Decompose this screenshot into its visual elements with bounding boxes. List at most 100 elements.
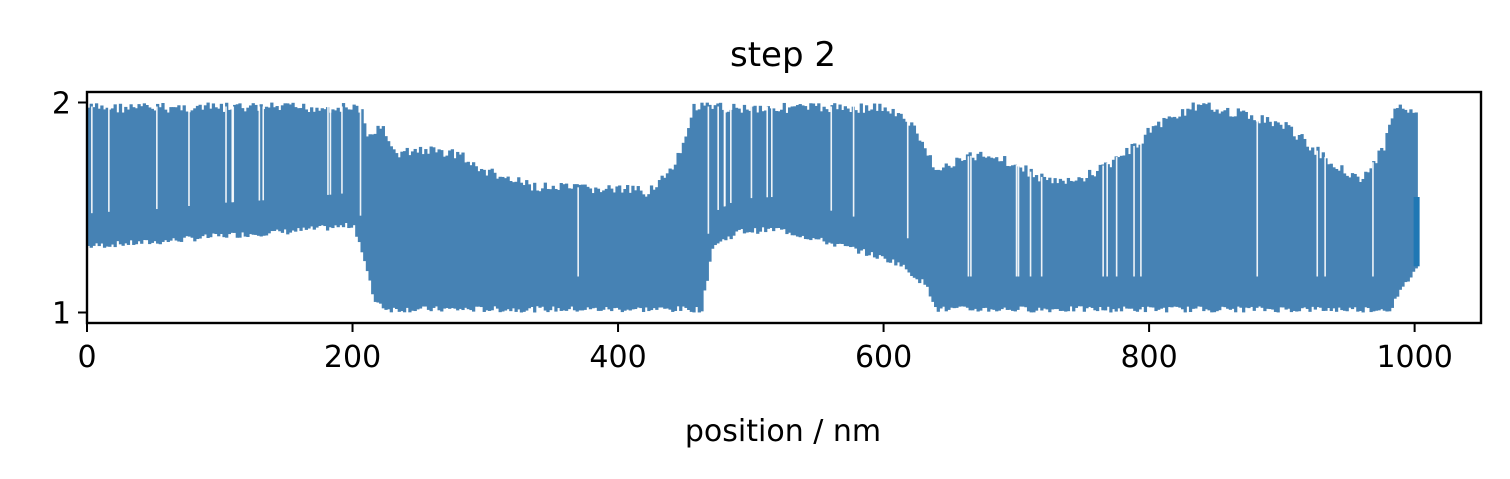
range-bar [296, 108, 301, 229]
range-bar [880, 110, 885, 257]
range-bar [1350, 173, 1355, 310]
range-bar [195, 105, 200, 240]
range-bar [347, 109, 351, 229]
range-bar [957, 158, 962, 307]
range-bar [363, 123, 367, 262]
range-bar [960, 160, 964, 307]
range-bar [302, 103, 306, 228]
range-bar [647, 194, 651, 312]
range-bar [280, 105, 285, 233]
range-bar [1247, 118, 1251, 309]
bar-gap [1140, 138, 1142, 277]
range-bar [336, 107, 340, 228]
range-bar [780, 109, 784, 230]
range-bar [379, 128, 383, 304]
range-bar [663, 177, 667, 309]
bar-gap [1029, 171, 1032, 277]
y-tick-label: 1 [52, 297, 71, 332]
highlight-bar [1413, 197, 1420, 267]
range-bar [1109, 167, 1113, 313]
range-bar [790, 106, 794, 236]
range-bar [854, 110, 858, 249]
range-bar [426, 153, 431, 310]
range-bar [1358, 182, 1363, 311]
range-bar [140, 106, 144, 244]
range-bar [158, 107, 162, 245]
range-bar [1263, 122, 1267, 312]
bar-gap [967, 156, 970, 277]
range-bar [652, 189, 656, 309]
range-bar [1072, 181, 1076, 312]
range-bar [963, 160, 967, 307]
range-bar [355, 105, 359, 237]
range-bar [1135, 147, 1140, 312]
range-bar [671, 169, 675, 312]
range-bar [283, 103, 287, 230]
range-bar [405, 147, 409, 308]
range-bar [110, 108, 115, 245]
range-bar [777, 111, 781, 228]
range-bar [429, 146, 433, 312]
range-bar [503, 178, 508, 311]
range-bar [1281, 128, 1286, 308]
range-bar [1199, 104, 1203, 307]
range-bar [1226, 107, 1230, 309]
range-bar [570, 188, 574, 307]
range-bar [177, 105, 181, 242]
range-bar [857, 112, 861, 254]
x-axis: 0 200 400 600 800 1000 [77, 323, 1453, 375]
range-bar [591, 193, 595, 309]
range-bar [272, 107, 277, 231]
range-bar [1279, 124, 1283, 308]
range-bar [392, 149, 396, 308]
range-bar [87, 107, 91, 246]
bar-gap [1102, 165, 1104, 277]
range-bar [1287, 125, 1291, 309]
bar-gap [258, 106, 261, 201]
range-bar [1085, 178, 1089, 309]
range-bar [448, 150, 452, 309]
range-bar [126, 109, 131, 245]
range-bar [748, 110, 752, 233]
bar-gap [1040, 176, 1043, 277]
range-bar [1061, 180, 1065, 311]
range-bar [926, 155, 930, 287]
range-bar [936, 169, 940, 312]
bar-gap [1372, 162, 1374, 277]
range-bar [1069, 180, 1073, 307]
range-bar [442, 156, 447, 309]
range-bar [193, 108, 197, 242]
range-bar [1366, 172, 1371, 309]
range-bar [371, 134, 375, 295]
range-bar [1297, 135, 1302, 312]
range-bar [1273, 121, 1278, 312]
range-bar [519, 182, 524, 313]
range-bar [915, 133, 919, 280]
bar-gap [707, 106, 710, 234]
range-bar [1170, 117, 1174, 308]
range-bar [995, 157, 999, 312]
range-bar [971, 157, 975, 311]
range-bar [161, 103, 165, 242]
bar-gap [231, 106, 234, 203]
range-bar [721, 109, 725, 240]
range-bar [251, 103, 255, 235]
range-bar [1106, 164, 1110, 307]
range-bar [134, 108, 139, 245]
x-axis-label: position / nm [685, 414, 881, 449]
range-bar [397, 157, 401, 312]
range-bar [870, 109, 874, 253]
range-bar [450, 149, 455, 309]
range-bar [185, 111, 189, 237]
range-bar [1345, 175, 1349, 312]
range-bar [1319, 158, 1323, 308]
range-bar [1311, 147, 1315, 307]
range-bar [896, 113, 901, 263]
range-bar [400, 151, 404, 312]
bar-gap [91, 106, 93, 214]
range-bar [1364, 171, 1368, 308]
range-bar [1066, 177, 1071, 312]
range-bar [294, 107, 298, 232]
range-bar [697, 109, 701, 313]
range-bar [304, 109, 308, 230]
